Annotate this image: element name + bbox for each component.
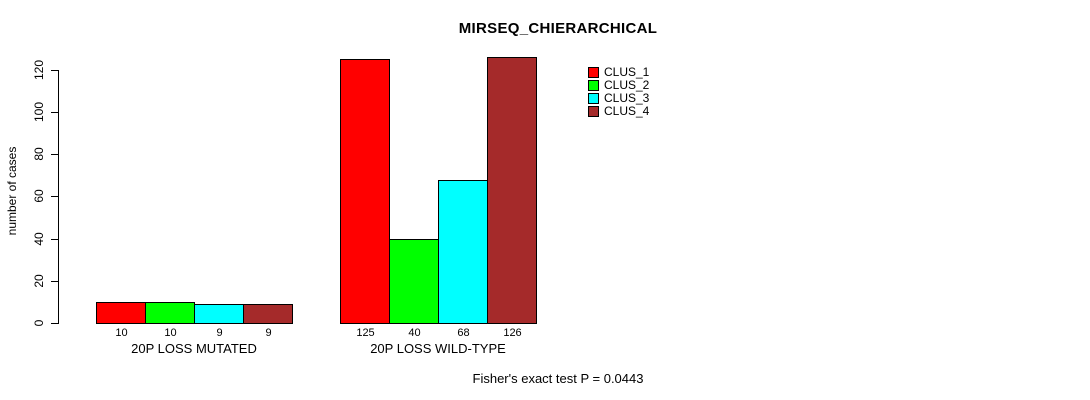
y-axis-tick [51,112,59,113]
y-axis-label: number of cases [5,146,19,236]
bar-CLUS_3-wild-type [438,179,488,324]
bar-value-label: 68 [457,327,470,339]
legend-label: CLUS_4 [604,104,650,118]
y-tick-label: 60 [32,189,46,204]
legend-item-CLUS_1: CLUS_1 [588,66,649,79]
legend-item-CLUS_3: CLUS_3 [588,92,649,105]
legend-label: CLUS_3 [604,91,650,105]
bar-CLUS_2-wild-type [389,238,439,324]
bar-CLUS_2-mutated [145,301,195,324]
chart-title: MIRSEQ_CHIERARCHICAL [458,20,658,37]
legend-swatch-icon [588,93,599,104]
legend-swatch-icon [588,80,599,91]
y-axis-tick [51,238,59,240]
y-axis-tick [51,196,59,198]
bar-value-label: 9 [216,327,223,339]
fisher-test-annotation: Fisher's exact test P = 0.0443 [472,371,644,386]
y-axis-tick [51,69,59,71]
bar-value-label: 9 [265,327,272,339]
y-tick-label: 120 [32,59,46,80]
bar-value-label: 10 [115,327,128,339]
bar-value-label: 125 [356,327,375,339]
bar-CLUS_3-mutated [194,304,244,324]
bar-CLUS_4-mutated [243,304,293,324]
legend-label: CLUS_2 [604,78,650,92]
y-tick-label: 40 [32,231,46,246]
legend: CLUS_1 CLUS_2 CLUS_3 CLUS_4 [588,66,649,118]
bar-value-label: 126 [503,327,522,339]
category-label-wild-type: 20P LOSS WILD-TYPE [370,341,506,356]
bar-value-label: 40 [408,327,421,339]
y-axis-tick [51,323,59,324]
legend-swatch-icon [588,67,599,78]
category-label-mutated: 20P LOSS MUTATED [131,341,257,356]
bar-CLUS_1-mutated [96,301,146,324]
y-tick-label: 0 [32,319,46,327]
bar-CLUS_4-wild-type [487,57,537,324]
y-tick-label: 20 [32,274,46,288]
legend-item-CLUS_4: CLUS_4 [588,105,649,118]
legend-item-CLUS_2: CLUS_2 [588,79,649,92]
y-tick-label: 80 [32,147,46,161]
legend-swatch-icon [588,106,599,117]
y-axis-tick [51,154,59,156]
bar-CLUS_1-wild-type [340,59,390,324]
y-axis-tick [51,280,59,282]
y-tick-label: 100 [32,101,46,123]
legend-label: CLUS_1 [604,65,650,79]
bar-value-label: 10 [164,327,177,339]
